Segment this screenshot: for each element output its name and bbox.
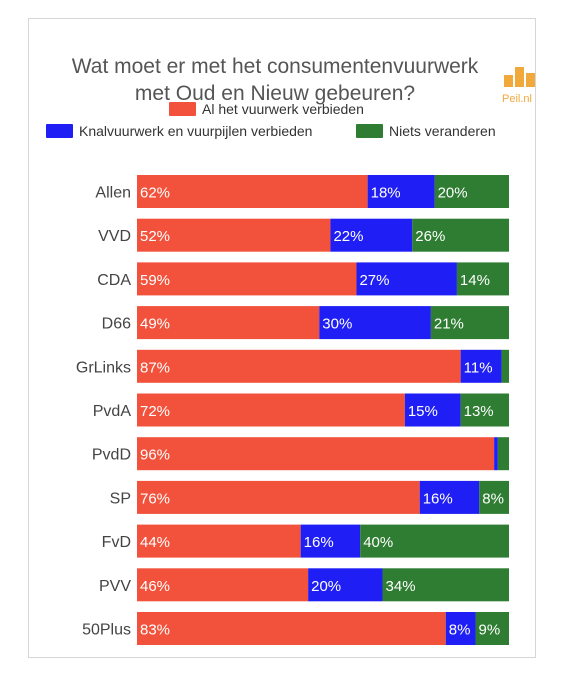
- data-label: 16%: [304, 534, 334, 551]
- data-label: 8%: [482, 490, 504, 507]
- data-label: 76%: [140, 490, 170, 507]
- category-label: FvD: [102, 534, 131, 551]
- bar-segment: [479, 480, 509, 514]
- category-label: PvdD: [92, 447, 131, 464]
- category-label: PVV: [99, 578, 131, 595]
- legend-swatch: [169, 102, 196, 116]
- bar-segment: [308, 568, 383, 602]
- data-label: 13%: [464, 403, 494, 420]
- bar-segment: [137, 393, 405, 427]
- bar-segment: [300, 524, 361, 558]
- bar-segment: [137, 437, 495, 471]
- data-label: 20%: [311, 578, 341, 595]
- bar-segment: [356, 262, 457, 296]
- bar-segment: [501, 349, 509, 383]
- data-label: 8%: [449, 622, 471, 639]
- bar-segment: [137, 349, 461, 383]
- data-label: 27%: [359, 272, 389, 289]
- data-label: 20%: [438, 185, 468, 202]
- data-label: 11%: [464, 359, 493, 376]
- legend-label: Knalvuurwerk en vuurpijlen verbieden: [79, 123, 313, 139]
- category-label: SP: [110, 490, 131, 507]
- logo-text: Peil.nl: [502, 93, 532, 105]
- chart-card: Wat moet er met het consumentenvuurwerk …: [28, 18, 536, 658]
- legend-swatch: [356, 124, 383, 138]
- data-label: 40%: [363, 534, 393, 551]
- chart-title-line-1: Wat moet er met het consumentenvuurwerk: [71, 55, 479, 78]
- data-label: 62%: [140, 185, 170, 202]
- legend-label: Al het vuurwerk verbieden: [202, 101, 364, 117]
- logo-bar: [504, 75, 513, 87]
- data-label: 83%: [140, 622, 170, 639]
- data-label: 15%: [408, 403, 438, 420]
- category-label: D66: [102, 316, 131, 333]
- bar-segment: [137, 568, 309, 602]
- bar-segment: [360, 524, 509, 558]
- data-label: 22%: [333, 228, 363, 245]
- bar-segment: [137, 175, 368, 208]
- category-label: PvdA: [93, 403, 132, 420]
- bar-segment: [137, 480, 420, 514]
- category-label: CDA: [97, 272, 131, 289]
- data-label: 87%: [140, 359, 170, 376]
- stacked-bar-chart: Allen 62% 18% 20% VVD 52% 22% 26% CDA 59% 27% 14% D6…: [76, 175, 509, 645]
- bar-segment: [412, 218, 509, 252]
- bar-segment: [137, 524, 301, 558]
- bar-segment: [434, 175, 509, 208]
- legend-swatch: [46, 124, 73, 138]
- data-label: 9%: [479, 622, 501, 639]
- bar-segment: [456, 262, 509, 296]
- bar-segment: [319, 306, 431, 340]
- category-label: 50Plus: [82, 622, 131, 639]
- data-label: 26%: [415, 228, 445, 245]
- legend-item-verbieden: Al het vuurwerk verbieden: [169, 101, 364, 117]
- data-label: 16%: [423, 490, 453, 507]
- data-label: 72%: [140, 403, 170, 420]
- bar-segment: [137, 612, 446, 645]
- data-label: 52%: [140, 228, 170, 245]
- bar-segment: [404, 393, 461, 427]
- legend-label: Niets veranderen: [389, 123, 496, 139]
- chart-title: Wat moet er met het consumentenvuurwerk …: [29, 53, 521, 107]
- category-label: Allen: [95, 185, 131, 202]
- bar-segment: [460, 393, 509, 427]
- data-label: 96%: [140, 447, 170, 464]
- bar-segment: [445, 612, 476, 645]
- bar-segment: [137, 262, 357, 296]
- data-label: 46%: [140, 578, 170, 595]
- data-label: 30%: [322, 316, 352, 333]
- data-label: 44%: [140, 534, 170, 551]
- data-label: 14%: [460, 272, 490, 289]
- data-label: 49%: [140, 316, 170, 333]
- chart-title-line-2: met Oud en Nieuw gebeuren?: [134, 82, 416, 105]
- data-label: 18%: [371, 185, 401, 202]
- category-label: VVD: [98, 228, 131, 245]
- data-label: 34%: [386, 578, 416, 595]
- legend-item-knalvuurwerk: Knalvuurwerk en vuurpijlen verbieden: [46, 123, 312, 139]
- data-label: 21%: [434, 316, 464, 333]
- data-label: 59%: [140, 272, 170, 289]
- logo-bar: [515, 67, 524, 87]
- logo-bar: [526, 73, 535, 87]
- bar-segment: [460, 349, 502, 383]
- bar-segment: [137, 306, 320, 340]
- category-label: GrLinks: [76, 359, 131, 376]
- peil-logo: Peil.nl: [502, 59, 542, 105]
- bar-segment: [137, 218, 331, 252]
- bar-segment: [497, 437, 509, 471]
- bar-segment: [330, 218, 413, 252]
- bar-segment: [419, 480, 480, 514]
- bar-segment: [494, 437, 498, 471]
- bar-segment: [367, 175, 435, 208]
- legend-item-niets: Niets veranderen: [356, 123, 496, 139]
- bar-segment: [475, 612, 509, 645]
- bar-segment: [382, 568, 509, 602]
- bar-segment: [430, 306, 509, 340]
